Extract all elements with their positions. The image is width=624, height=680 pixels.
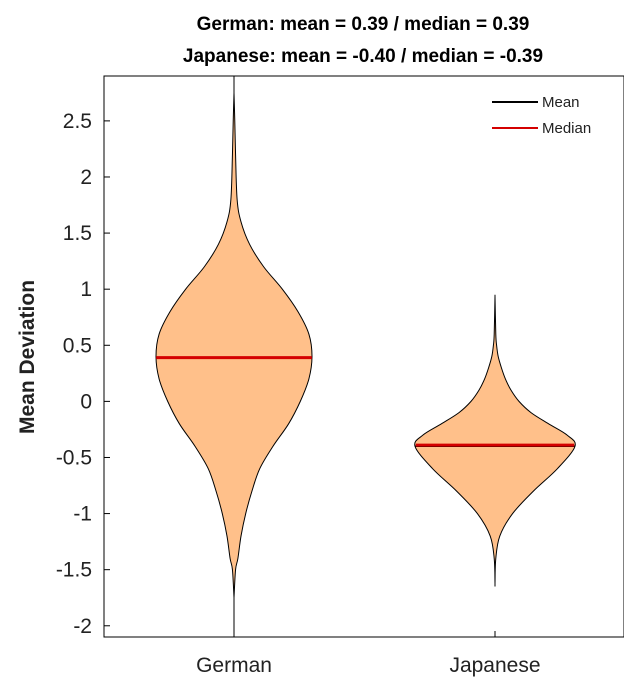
plot-area: -2 -1.5 -1 -0.5 0 0.5 1 1.5 2 2.5 German Japanese	[56, 75, 624, 677]
legend-label-mean: Mean	[542, 94, 580, 111]
y-tick-label: -2	[73, 615, 92, 638]
violin-body-german	[155, 92, 313, 598]
chart-title-line-1: German: mean = 0.39 / median = 0.39	[197, 14, 530, 35]
violin-body-japanese	[414, 295, 576, 584]
y-tick-label: 0	[80, 390, 92, 413]
y-axis-label: Mean Deviation	[16, 280, 39, 434]
violin-german	[155, 76, 313, 637]
y-tick-label: -0.5	[56, 446, 92, 469]
violin-japanese	[414, 294, 576, 587]
legend-label-median: Median	[542, 120, 591, 137]
chart-title-line-2: Japanese: mean = -0.40 / median = -0.39	[183, 46, 543, 67]
legend: Mean Median	[492, 94, 591, 137]
x-tick-label-german: German	[196, 654, 272, 677]
y-tick-label: 0.5	[63, 334, 92, 357]
y-tick-label: -1.5	[56, 559, 92, 582]
x-tick-label-japanese: Japanese	[449, 654, 540, 677]
y-tick-label: -1	[73, 503, 92, 526]
violins	[155, 76, 576, 637]
y-tick-label: 2	[80, 166, 92, 189]
y-tick-label: 1.5	[63, 222, 92, 245]
y-axis: -2 -1.5 -1 -0.5 0 0.5 1 1.5 2 2.5	[56, 110, 110, 638]
y-tick-label: 1	[80, 278, 92, 301]
x-axis: German Japanese	[196, 631, 541, 677]
y-tick-label: 2.5	[63, 110, 92, 133]
